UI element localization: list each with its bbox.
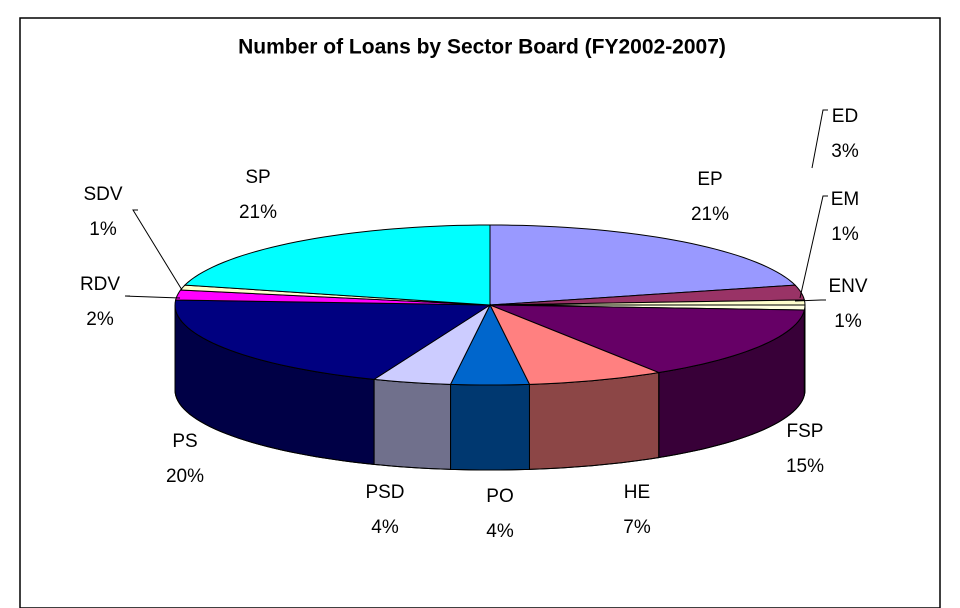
pie-slice [488,304,661,385]
leader-line [124,295,181,299]
slice-label: EM [831,189,860,210]
slice-value-label: 21% [691,204,729,225]
pie-slice-shade [528,371,660,470]
pie-slice [489,224,797,306]
pie-sides [174,304,806,471]
slice-label: PO [486,486,513,507]
slice-value-label: 4% [486,521,514,542]
slice-value-label: 15% [786,456,824,477]
slice-value-label: 1% [89,219,117,240]
chart-title: Number of Loans by Sector Board (FY2002-… [238,36,726,59]
pie-slice [449,303,531,386]
slice-value-label: 2% [86,309,114,330]
slice-label: RDV [80,274,120,295]
leader-line [132,209,183,291]
slice-label: HE [624,482,650,503]
slice-value-label: 3% [831,141,859,162]
slice-value-label: 20% [166,466,204,487]
pie-labels: EP 21% ED 3% EM 1% ENV 1% FSP 15% HE 7% PO 4% PSD 4% PS 2… [80,106,868,542]
pie-slice [174,299,492,380]
pie-slice-shade [450,383,530,471]
pie-tops [174,224,806,386]
leader-line [794,299,826,302]
leader-line [811,109,828,169]
slice-value-label: 4% [371,517,399,538]
slice-value-label: 21% [239,202,277,223]
pie-slice [372,303,492,385]
pie-slice-shade [373,378,452,470]
slice-label: SP [245,167,270,188]
slice-value-label: 1% [831,224,859,245]
slice-label: PS [172,431,197,452]
slice-label: PSD [365,482,404,503]
slice-value-label: 1% [834,311,862,332]
slice-value-label: 7% [623,517,651,538]
pie-slice [183,224,491,306]
slice-label: SDV [83,184,122,205]
slice-label: ED [832,106,858,127]
pie-slice [489,304,806,374]
leader-line [799,195,828,299]
slice-label: FSP [787,421,824,442]
slice-label: ENV [828,276,867,297]
slice-label: EP [697,169,722,190]
